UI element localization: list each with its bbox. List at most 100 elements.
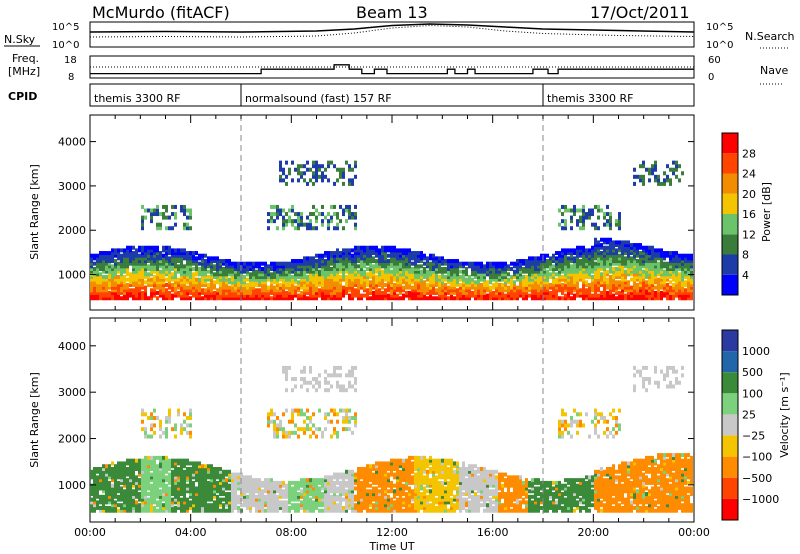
power-cell [609, 245, 612, 250]
power-cell [249, 272, 252, 277]
velocity-cell [153, 472, 156, 477]
velocity-cell [231, 494, 234, 499]
power-cell [276, 288, 279, 293]
power-cell [324, 215, 327, 220]
power-cell [627, 248, 630, 253]
velocity-cell [162, 480, 165, 485]
power-cell [441, 267, 444, 271]
power-cell [516, 261, 519, 266]
velocity-cell [234, 480, 237, 485]
power-cell [417, 251, 420, 256]
velocity-cell [279, 489, 282, 494]
velocity-cell [102, 472, 105, 477]
power-cell [645, 264, 648, 269]
power-cell [447, 269, 450, 274]
power-cell [555, 296, 558, 301]
velocity-cell [240, 472, 243, 477]
power-cell [546, 290, 549, 295]
power-cell [579, 251, 582, 256]
velocity-cell [144, 469, 147, 474]
power-cell [375, 296, 378, 301]
power-cell [543, 293, 546, 298]
power-cell [375, 277, 378, 282]
velocity-cell [273, 483, 276, 488]
velocity-cell [174, 461, 177, 466]
power-cell [330, 280, 333, 285]
power-cell [600, 245, 603, 250]
power-cell [312, 267, 315, 271]
power-cell [567, 259, 570, 264]
velocity-cell [291, 489, 294, 494]
power-cell [426, 285, 429, 290]
power-cell [459, 282, 462, 287]
power-cell [666, 178, 669, 183]
power-cell [525, 296, 528, 301]
power-cell [180, 293, 183, 298]
power-cell [162, 282, 165, 287]
velocity-cell [99, 467, 102, 471]
power-cell [120, 290, 123, 295]
power-cell [396, 248, 399, 253]
velocity-cell [309, 427, 312, 432]
power-cell [663, 290, 666, 295]
power-cell [687, 288, 690, 293]
power-cell [510, 288, 513, 293]
power-cell [633, 267, 636, 271]
velocity-cell [153, 494, 156, 499]
velocity-cell [186, 423, 189, 428]
power-cell [411, 269, 414, 274]
power-cell [90, 261, 93, 266]
power-cell [219, 264, 222, 269]
power-cell [411, 288, 414, 293]
power-cell [543, 277, 546, 282]
power-cell [303, 171, 306, 176]
power-cell [471, 293, 474, 298]
velocity-cell [162, 483, 165, 488]
velocity-cell [210, 467, 213, 471]
power-cell [141, 256, 144, 261]
power-cell [327, 296, 330, 301]
power-cell [609, 237, 612, 242]
power-cell [432, 261, 435, 266]
power-cell [375, 253, 378, 258]
power-cell [324, 277, 327, 282]
velocity-cell [225, 478, 228, 483]
power-cell [162, 285, 165, 290]
power-cell [603, 267, 606, 271]
power-cell [183, 256, 186, 261]
velocity-cell [273, 489, 276, 494]
power-cell [93, 267, 96, 271]
power-cell [96, 259, 99, 264]
power-cell [198, 293, 201, 298]
power-cell [249, 261, 252, 266]
power-cell [642, 290, 645, 295]
velocity-cell [330, 489, 333, 494]
power-cell [162, 272, 165, 277]
power-cell [639, 256, 642, 261]
power-cell [339, 274, 342, 279]
power-cell [573, 259, 576, 264]
velocity-cell [183, 494, 186, 499]
velocity-cell [132, 472, 135, 477]
power-cell [90, 277, 93, 282]
velocity-cell [237, 472, 240, 477]
power-cell [258, 288, 261, 293]
velocity-cell [90, 492, 93, 497]
power-cell [138, 267, 141, 271]
power-cell [177, 264, 180, 269]
velocity-cell [339, 483, 342, 488]
power-cell [552, 288, 555, 293]
velocity-cell [150, 472, 153, 477]
velocity-cell [153, 492, 156, 497]
power-cell [417, 259, 420, 264]
power-cell [273, 269, 276, 274]
velocity-cell [237, 500, 240, 505]
power-cell [309, 226, 312, 231]
power-cell [162, 256, 165, 261]
power-cell [255, 264, 258, 269]
power-cell [453, 296, 456, 301]
power-cell [147, 208, 150, 213]
power-cell [399, 274, 402, 279]
power-cell [372, 245, 375, 250]
power-cell [402, 267, 405, 271]
